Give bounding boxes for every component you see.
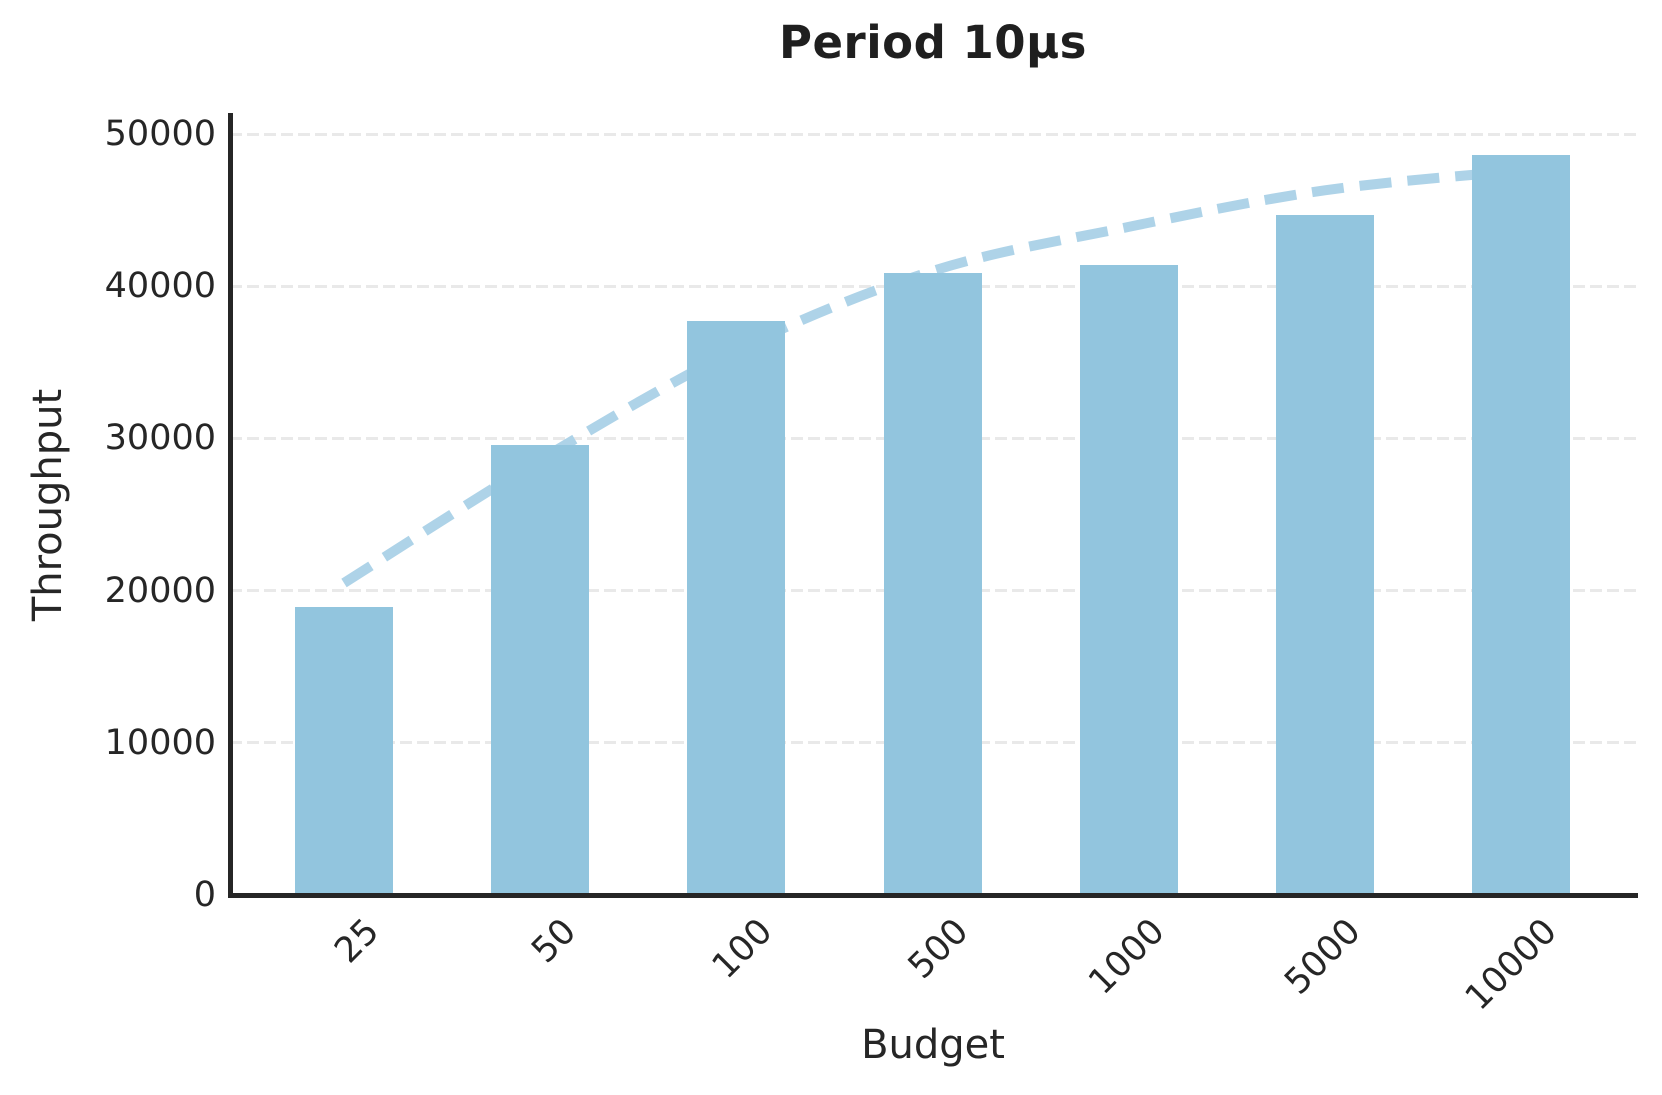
y-tick-label: 10000 <box>104 722 216 763</box>
gridline <box>230 132 1636 136</box>
bars-layer <box>230 115 1636 895</box>
trend-line-path <box>341 165 1522 588</box>
x-tick-label: 500 <box>900 911 977 987</box>
x-tick-label: 50 <box>523 911 584 972</box>
x-tick-label: 1000 <box>1080 911 1173 1003</box>
bar-10000 <box>1472 155 1571 895</box>
bar-500 <box>883 272 982 895</box>
x-tick-label: 100 <box>704 911 780 987</box>
x-tick-label: 25 <box>327 911 388 972</box>
y-tick-label: 40000 <box>104 266 216 307</box>
trend-line-svg <box>341 165 1522 588</box>
bar-1000 <box>1079 264 1178 895</box>
y-axis-spine <box>228 113 233 897</box>
x-axis-spine <box>228 893 1638 898</box>
bar-5000 <box>1275 214 1374 895</box>
x-tick-label: 5000 <box>1277 911 1369 1003</box>
y-tick-label: 50000 <box>104 114 216 155</box>
chart-title: Period 10µs <box>779 16 1087 69</box>
y-axis-label: Throughput <box>25 388 71 622</box>
x-tick-label: 10000 <box>1457 911 1565 1019</box>
bar-50 <box>491 444 590 895</box>
y-tick-label: 20000 <box>104 570 216 611</box>
x-axis-label: Budget <box>861 1022 1005 1068</box>
bar-100 <box>687 321 786 895</box>
plot-area <box>228 113 1638 898</box>
bar-25 <box>295 607 393 895</box>
y-tick-label: 0 <box>193 875 216 915</box>
y-tick-label: 30000 <box>104 418 216 459</box>
